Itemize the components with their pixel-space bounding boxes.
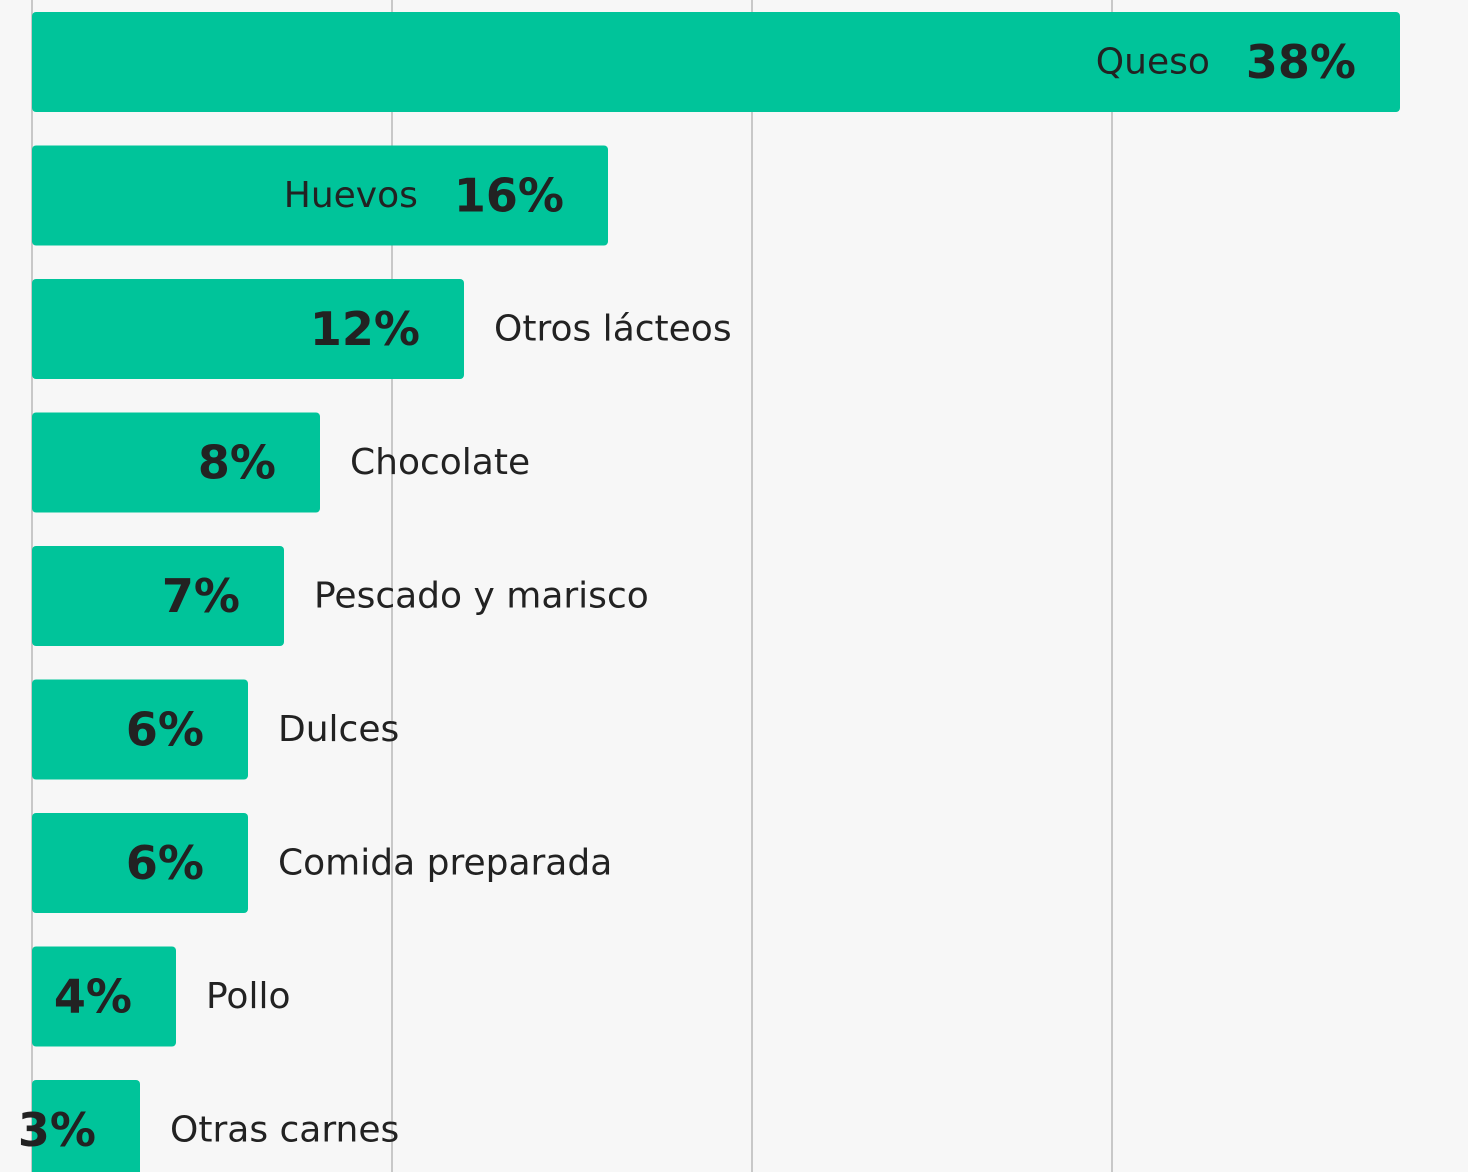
category-label: Pollo	[206, 976, 290, 1017]
bar	[32, 546, 284, 646]
value-label: 38%	[1246, 35, 1356, 89]
value-label: 3%	[18, 1103, 96, 1157]
category-label: Otras carnes	[170, 1110, 399, 1151]
category-label: Queso	[1096, 42, 1210, 83]
value-label: 12%	[310, 302, 420, 356]
bar	[32, 412, 320, 513]
bar	[32, 946, 176, 1047]
value-label: 7%	[162, 569, 240, 623]
category-label: Chocolate	[350, 442, 530, 483]
value-label: 16%	[454, 169, 564, 223]
category-label: Dulces	[278, 709, 399, 750]
bar	[32, 1080, 140, 1172]
bar	[32, 12, 1400, 112]
bar	[32, 145, 608, 246]
category-label: Otros lácteos	[494, 309, 732, 350]
value-label: 8%	[198, 436, 276, 490]
value-label: 6%	[126, 703, 204, 757]
value-label: 4%	[54, 970, 132, 1024]
category-label: Huevos	[284, 175, 418, 216]
bar	[32, 679, 248, 780]
category-label: Pescado y marisco	[314, 576, 649, 617]
value-label: 6%	[126, 836, 204, 890]
bar	[32, 279, 464, 379]
category-label: Comida preparada	[278, 843, 612, 884]
bar	[32, 813, 248, 913]
